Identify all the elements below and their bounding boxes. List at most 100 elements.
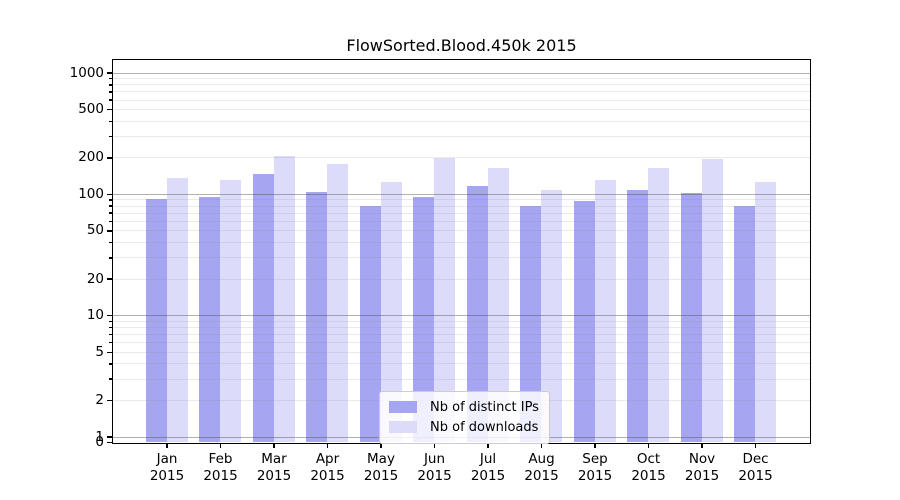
gridline-minor [113, 278, 810, 280]
bar-downloads [380, 182, 402, 442]
y-tick-label: 1000 [69, 64, 104, 81]
x-tick-label: Jul 2015 [456, 451, 520, 484]
y-minor-tick [109, 120, 112, 123]
x-tick [273, 442, 275, 448]
y-tick-label: 1 [95, 428, 104, 445]
gridline-minor [113, 257, 810, 259]
x-label-year: 2015 [684, 467, 720, 484]
y-minor-tick [109, 135, 112, 138]
bar-distinct-ips [466, 185, 488, 442]
x-tick [647, 442, 650, 448]
x-label-month: Aug [528, 451, 555, 467]
gridline-minor [113, 199, 810, 201]
x-label-month: Jan [156, 451, 178, 467]
y-minor-tick [109, 220, 112, 222]
bar-distinct-ips [520, 206, 541, 442]
x-label-year: 2015 [470, 467, 506, 484]
gridline-minor [113, 333, 810, 335]
gridline-minor [113, 242, 810, 244]
x-label-year: 2015 [631, 467, 666, 484]
x-label-year: 2015 [738, 467, 773, 484]
bar-distinct-ips [627, 190, 648, 442]
bar-distinct-ips [413, 197, 434, 442]
gridline-minor [113, 220, 810, 222]
x-label-year: 2015 [256, 467, 292, 484]
bar-distinct-ips [145, 199, 167, 442]
y-tick-label: 500 [78, 101, 104, 118]
x-label-year: 2015 [524, 467, 559, 484]
bar-distinct-ips [359, 205, 381, 442]
bar-downloads [220, 180, 241, 442]
y-tick [107, 351, 112, 353]
y-tick [107, 157, 112, 159]
y-tick [107, 315, 112, 317]
x-label-month: Sep [582, 451, 608, 467]
grid-layer [113, 60, 810, 443]
y-minor-tick [109, 199, 112, 201]
bar-downloads [541, 189, 562, 442]
x-tick-label: Nov 2015 [670, 451, 734, 484]
y-minor-tick [109, 205, 112, 207]
gridline-minor [113, 205, 810, 207]
gridline-minor [113, 91, 810, 93]
x-label-month: Feb [208, 451, 233, 467]
y-minor-tick [109, 320, 112, 322]
bar-distinct-ips [734, 206, 755, 442]
gridline-minor [113, 320, 810, 322]
gridline-minor [113, 378, 810, 380]
x-tick-label: Oct 2015 [617, 451, 681, 484]
x-tick [219, 442, 222, 448]
y-minor-tick [109, 326, 112, 329]
y-tick-label: 2 [95, 391, 104, 408]
x-tick [540, 442, 543, 448]
x-label-year: 2015 [417, 467, 452, 484]
bar-downloads [755, 181, 776, 442]
x-tick [754, 442, 757, 448]
y-tick [107, 72, 112, 74]
x-tick [701, 442, 703, 448]
bars-layer [113, 60, 810, 443]
y-tick-label: 50 [86, 222, 104, 239]
y-minor-tick [109, 341, 112, 344]
y-tick [107, 193, 112, 196]
x-label-month: Nov [688, 451, 716, 467]
y-tick-label: 10 [86, 307, 104, 324]
y-minor-tick [109, 333, 112, 336]
x-label-month: Mar [261, 451, 287, 467]
y-minor-tick [109, 84, 112, 86]
bar-downloads [327, 163, 348, 442]
x-label-month: Apr [315, 451, 340, 467]
legend-swatch-downloads [389, 421, 417, 433]
y-tick [107, 108, 112, 111]
gridline-minor [113, 351, 810, 353]
gridline-minor [113, 109, 810, 111]
bar-downloads [273, 156, 295, 442]
y-tick [107, 436, 112, 438]
x-tick-label: Jun 2015 [403, 451, 467, 484]
y-tick-label: 20 [86, 270, 104, 287]
x-tick-label: Sep 2015 [563, 451, 627, 484]
bar-distinct-ips [306, 192, 327, 442]
bar-downloads [648, 167, 669, 442]
legend-label-distinct-ips: Nb of distinct IPs [430, 399, 539, 415]
gridline-minor [113, 342, 810, 344]
y-minor-tick [109, 363, 112, 365]
x-tick-label: Apr 2015 [296, 451, 360, 484]
gridline-major [113, 193, 810, 195]
gridline-minor [113, 326, 810, 328]
x-tick [433, 442, 436, 448]
x-label-month: Jun [423, 451, 446, 467]
x-label-year: 2015 [363, 467, 399, 484]
x-label-year: 2015 [577, 467, 613, 484]
bar-downloads [434, 158, 455, 442]
y-minor-tick [109, 241, 112, 244]
y-tick [107, 230, 112, 232]
x-tick-label: Mar 2015 [242, 451, 306, 484]
x-label-year: 2015 [149, 467, 185, 484]
x-tick [326, 442, 329, 448]
y-minor-tick [109, 257, 112, 259]
x-tick [487, 442, 489, 448]
y-tick [107, 278, 112, 280]
x-tick-label: Feb 2015 [189, 451, 253, 484]
